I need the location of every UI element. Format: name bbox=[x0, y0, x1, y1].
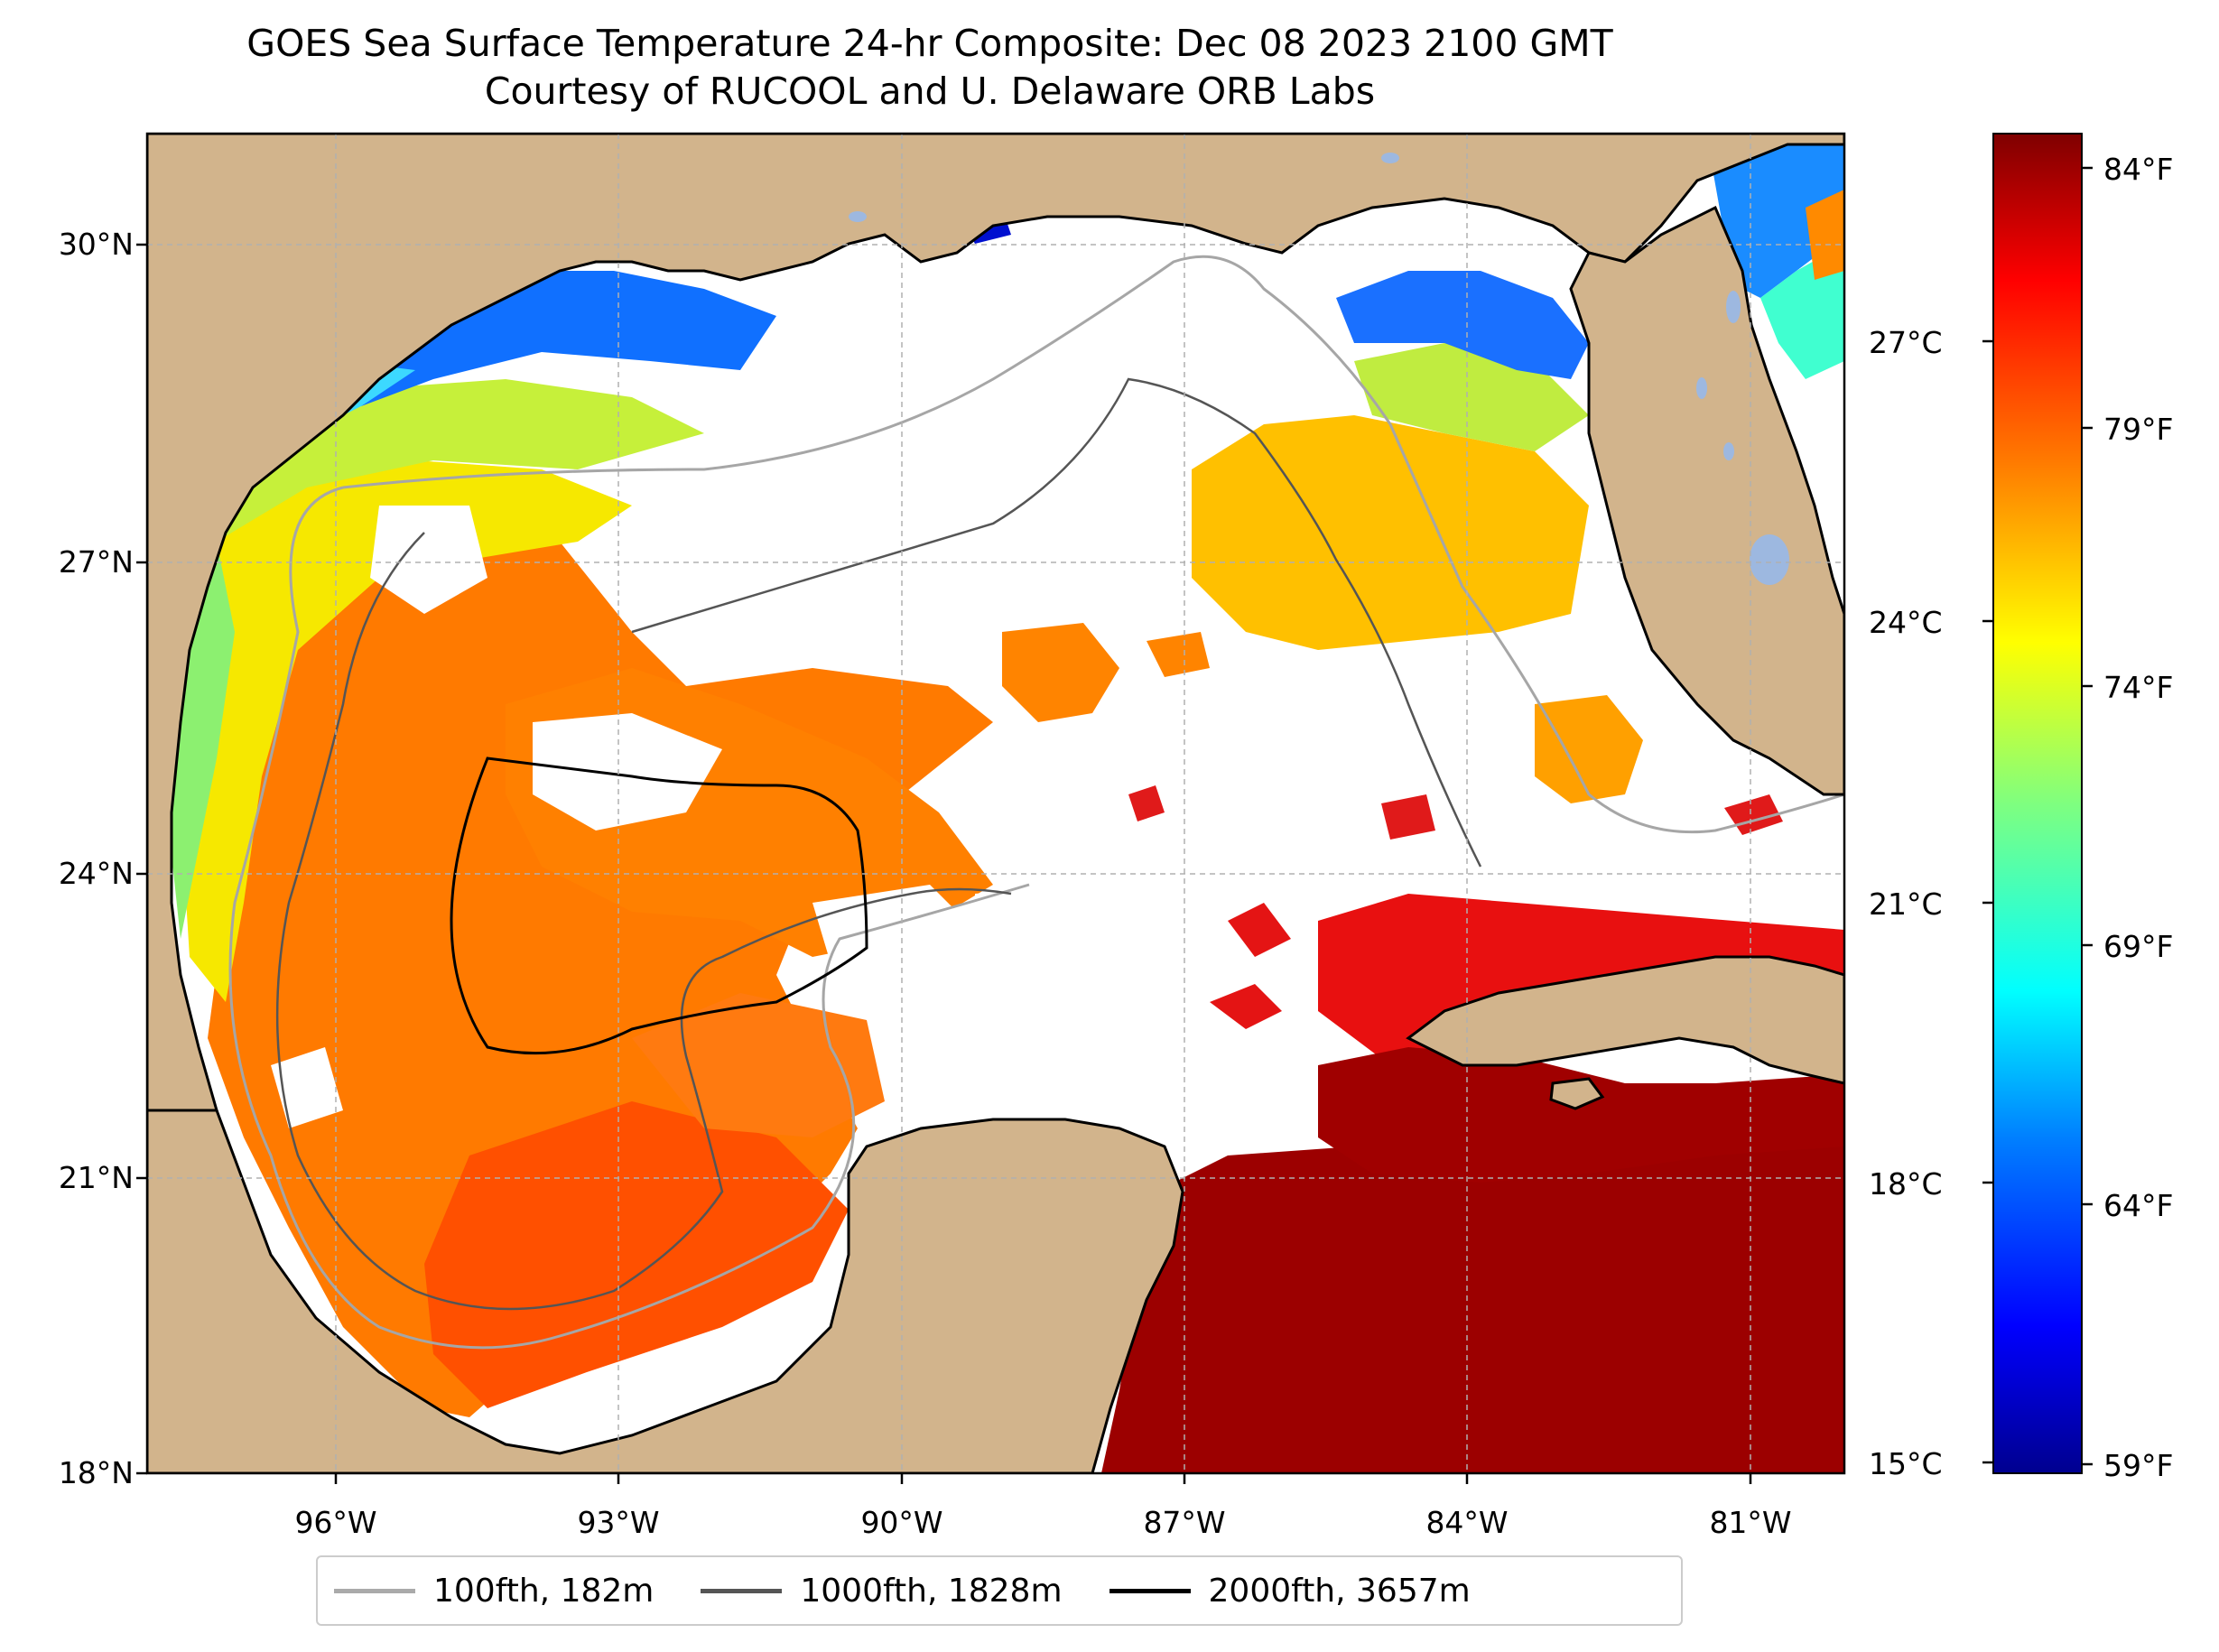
land-mexico-coast bbox=[147, 1109, 1184, 1473]
legend-label-1000fth: 1000fth, 1828m bbox=[800, 1572, 1063, 1610]
lakes bbox=[849, 153, 1789, 585]
lon-label-96w: 96°W bbox=[294, 1505, 377, 1540]
colorbar-ticks bbox=[1982, 166, 2093, 1466]
land-cuba bbox=[1406, 955, 1844, 1085]
gridlines bbox=[147, 134, 1844, 1473]
colorbar-fahrenheit-84: 84°F bbox=[2103, 152, 2174, 187]
sst-patch-cuba-south-hot bbox=[1318, 1047, 1844, 1183]
legend-label-100fth: 100fth, 182m bbox=[433, 1572, 655, 1610]
sst-patch-fl-east-cold bbox=[1706, 134, 1844, 298]
sst-patch-mid-orange bbox=[632, 993, 885, 1137]
sst-patch-mid-red-blobs bbox=[1210, 903, 1291, 1029]
contour-legend: 100fth, 182m 1000fth, 1828m 2000fth, 365… bbox=[316, 1555, 1683, 1626]
sst-patch-keys-orange bbox=[1535, 695, 1643, 803]
sst-patch-yucatan-hot bbox=[1101, 1092, 1844, 1473]
contour-100fth bbox=[228, 255, 1844, 1350]
land-areas bbox=[147, 134, 1844, 1473]
colorbar-celsius-21: 21°C bbox=[1869, 886, 1943, 922]
lon-label-84w: 84°W bbox=[1425, 1505, 1509, 1540]
lon-label-87w: 87°W bbox=[1143, 1505, 1226, 1540]
sst-patch-center-east-orange bbox=[1002, 623, 1210, 722]
legend-item-100fth: 100fth, 182m bbox=[334, 1573, 654, 1610]
sst-patch-fl-east-cyan bbox=[1760, 244, 1844, 379]
contour-1000fth bbox=[275, 377, 1482, 1311]
legend-swatch-1000fth bbox=[701, 1588, 783, 1593]
colorbar-celsius-18: 18°C bbox=[1869, 1166, 1943, 1202]
legend-item-1000fth: 1000fth, 1828m bbox=[701, 1572, 1063, 1610]
colorbar bbox=[1992, 133, 2083, 1474]
map-title: GOES Sea Surface Temperature 24-hr Compo… bbox=[246, 22, 1613, 65]
sst-patch-west-yellow bbox=[181, 460, 632, 1002]
lat-label-18n: 18°N bbox=[58, 1455, 134, 1490]
lat-label-21n: 21°N bbox=[58, 1160, 134, 1195]
map-ticks bbox=[136, 243, 1752, 1484]
legend-swatch-100fth bbox=[334, 1588, 415, 1593]
lat-label-27n: 27°N bbox=[58, 544, 134, 580]
map-area bbox=[147, 134, 1844, 1473]
sst-patch-bigbend-blue bbox=[1336, 271, 1589, 379]
colorbar-celsius-15: 15°C bbox=[1869, 1446, 1943, 1481]
colorbar-fahrenheit-64: 64°F bbox=[2103, 1188, 2174, 1223]
lat-label-30n: 30°N bbox=[58, 227, 134, 262]
lon-label-90w: 90°W bbox=[860, 1505, 943, 1540]
land-florida-peninsula bbox=[1569, 205, 1844, 796]
sst-patch-south-warm bbox=[424, 1101, 849, 1408]
colorbar-celsius-24: 24°C bbox=[1869, 605, 1943, 640]
lake-okeechobee bbox=[1750, 534, 1789, 585]
bathymetry-contours bbox=[228, 255, 1844, 1350]
map-frame bbox=[145, 132, 1846, 1475]
land-us-gulf-coast bbox=[147, 134, 1844, 1112]
lat-label-24n: 24°N bbox=[58, 856, 134, 891]
lon-label-81w: 81°W bbox=[1709, 1505, 1792, 1540]
land-isla-juventud bbox=[1549, 1077, 1605, 1110]
lon-label-93w: 93°W bbox=[577, 1505, 660, 1540]
colorbar-celsius-27: 27°C bbox=[1869, 325, 1943, 360]
colorbar-fahrenheit-74: 74°F bbox=[2103, 670, 2174, 705]
legend-item-2000fth: 2000fth, 3657m bbox=[1109, 1572, 1471, 1610]
contour-2000fth bbox=[450, 756, 868, 1055]
legend-label-2000fth: 2000fth, 3657m bbox=[1208, 1572, 1471, 1610]
cloud-gaps bbox=[271, 506, 1119, 1128]
sst-patch-fl-east-orange bbox=[1806, 190, 1844, 280]
colorbar-fahrenheit-59: 59°F bbox=[2103, 1448, 2174, 1483]
map-subtitle: Courtesy of RUCOOL and U. Delaware ORB L… bbox=[484, 70, 1376, 113]
colorbar-fahrenheit-69: 69°F bbox=[2103, 929, 2174, 964]
sst-patch-ne-yellow bbox=[1192, 415, 1589, 650]
legend-swatch-2000fth bbox=[1109, 1588, 1191, 1593]
colorbar-fahrenheit-79: 79°F bbox=[2103, 412, 2174, 447]
